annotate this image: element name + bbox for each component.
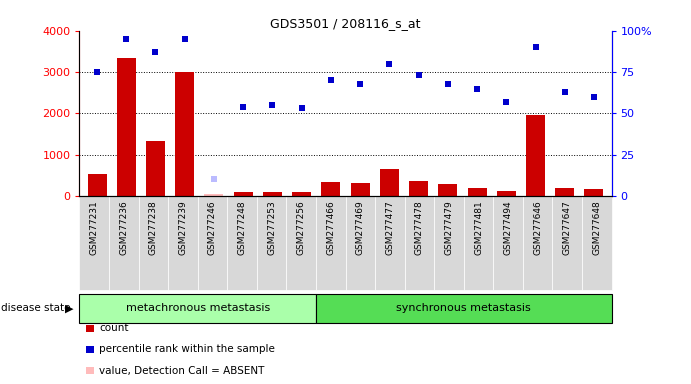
Text: value, Detection Call = ABSENT: value, Detection Call = ABSENT xyxy=(100,366,265,376)
Text: percentile rank within the sample: percentile rank within the sample xyxy=(100,344,275,354)
Text: GSM277248: GSM277248 xyxy=(238,200,247,255)
Text: GSM277231: GSM277231 xyxy=(90,200,99,255)
Text: GSM277256: GSM277256 xyxy=(296,200,305,255)
Text: ▶: ▶ xyxy=(65,303,73,313)
Text: GSM277236: GSM277236 xyxy=(120,200,129,255)
Bar xyxy=(234,192,253,196)
Text: GSM277494: GSM277494 xyxy=(504,200,513,255)
Bar xyxy=(146,141,165,196)
Bar xyxy=(263,192,282,196)
Text: disease state: disease state xyxy=(1,303,71,313)
Text: metachronous metastasis: metachronous metastasis xyxy=(126,303,269,313)
Text: GSM277246: GSM277246 xyxy=(208,200,217,255)
Text: count: count xyxy=(100,323,129,333)
Bar xyxy=(438,184,457,196)
Bar xyxy=(292,192,311,196)
Text: GSM277481: GSM277481 xyxy=(474,200,483,255)
Text: synchronous metastasis: synchronous metastasis xyxy=(397,303,531,313)
Bar xyxy=(497,191,515,196)
Bar xyxy=(321,182,341,196)
Bar xyxy=(350,184,370,196)
Text: GSM277466: GSM277466 xyxy=(326,200,335,255)
Text: GSM277238: GSM277238 xyxy=(149,200,158,255)
Bar xyxy=(117,58,135,196)
Bar xyxy=(556,188,574,196)
Text: GSM277239: GSM277239 xyxy=(178,200,187,255)
Bar xyxy=(380,169,399,196)
Bar xyxy=(526,115,545,196)
Text: GSM277477: GSM277477 xyxy=(386,200,395,255)
Bar xyxy=(409,180,428,196)
Text: GSM277646: GSM277646 xyxy=(533,200,542,255)
Text: GSM277253: GSM277253 xyxy=(267,200,276,255)
Text: GSM277648: GSM277648 xyxy=(592,200,601,255)
Bar xyxy=(176,72,194,196)
Bar xyxy=(585,189,603,196)
Text: GSM277647: GSM277647 xyxy=(562,200,571,255)
Bar xyxy=(205,194,223,196)
Bar xyxy=(468,188,486,196)
Bar xyxy=(88,174,106,196)
Title: GDS3501 / 208116_s_at: GDS3501 / 208116_s_at xyxy=(270,17,421,30)
Text: GSM277469: GSM277469 xyxy=(356,200,365,255)
Text: GSM277478: GSM277478 xyxy=(415,200,424,255)
Text: GSM277479: GSM277479 xyxy=(444,200,453,255)
